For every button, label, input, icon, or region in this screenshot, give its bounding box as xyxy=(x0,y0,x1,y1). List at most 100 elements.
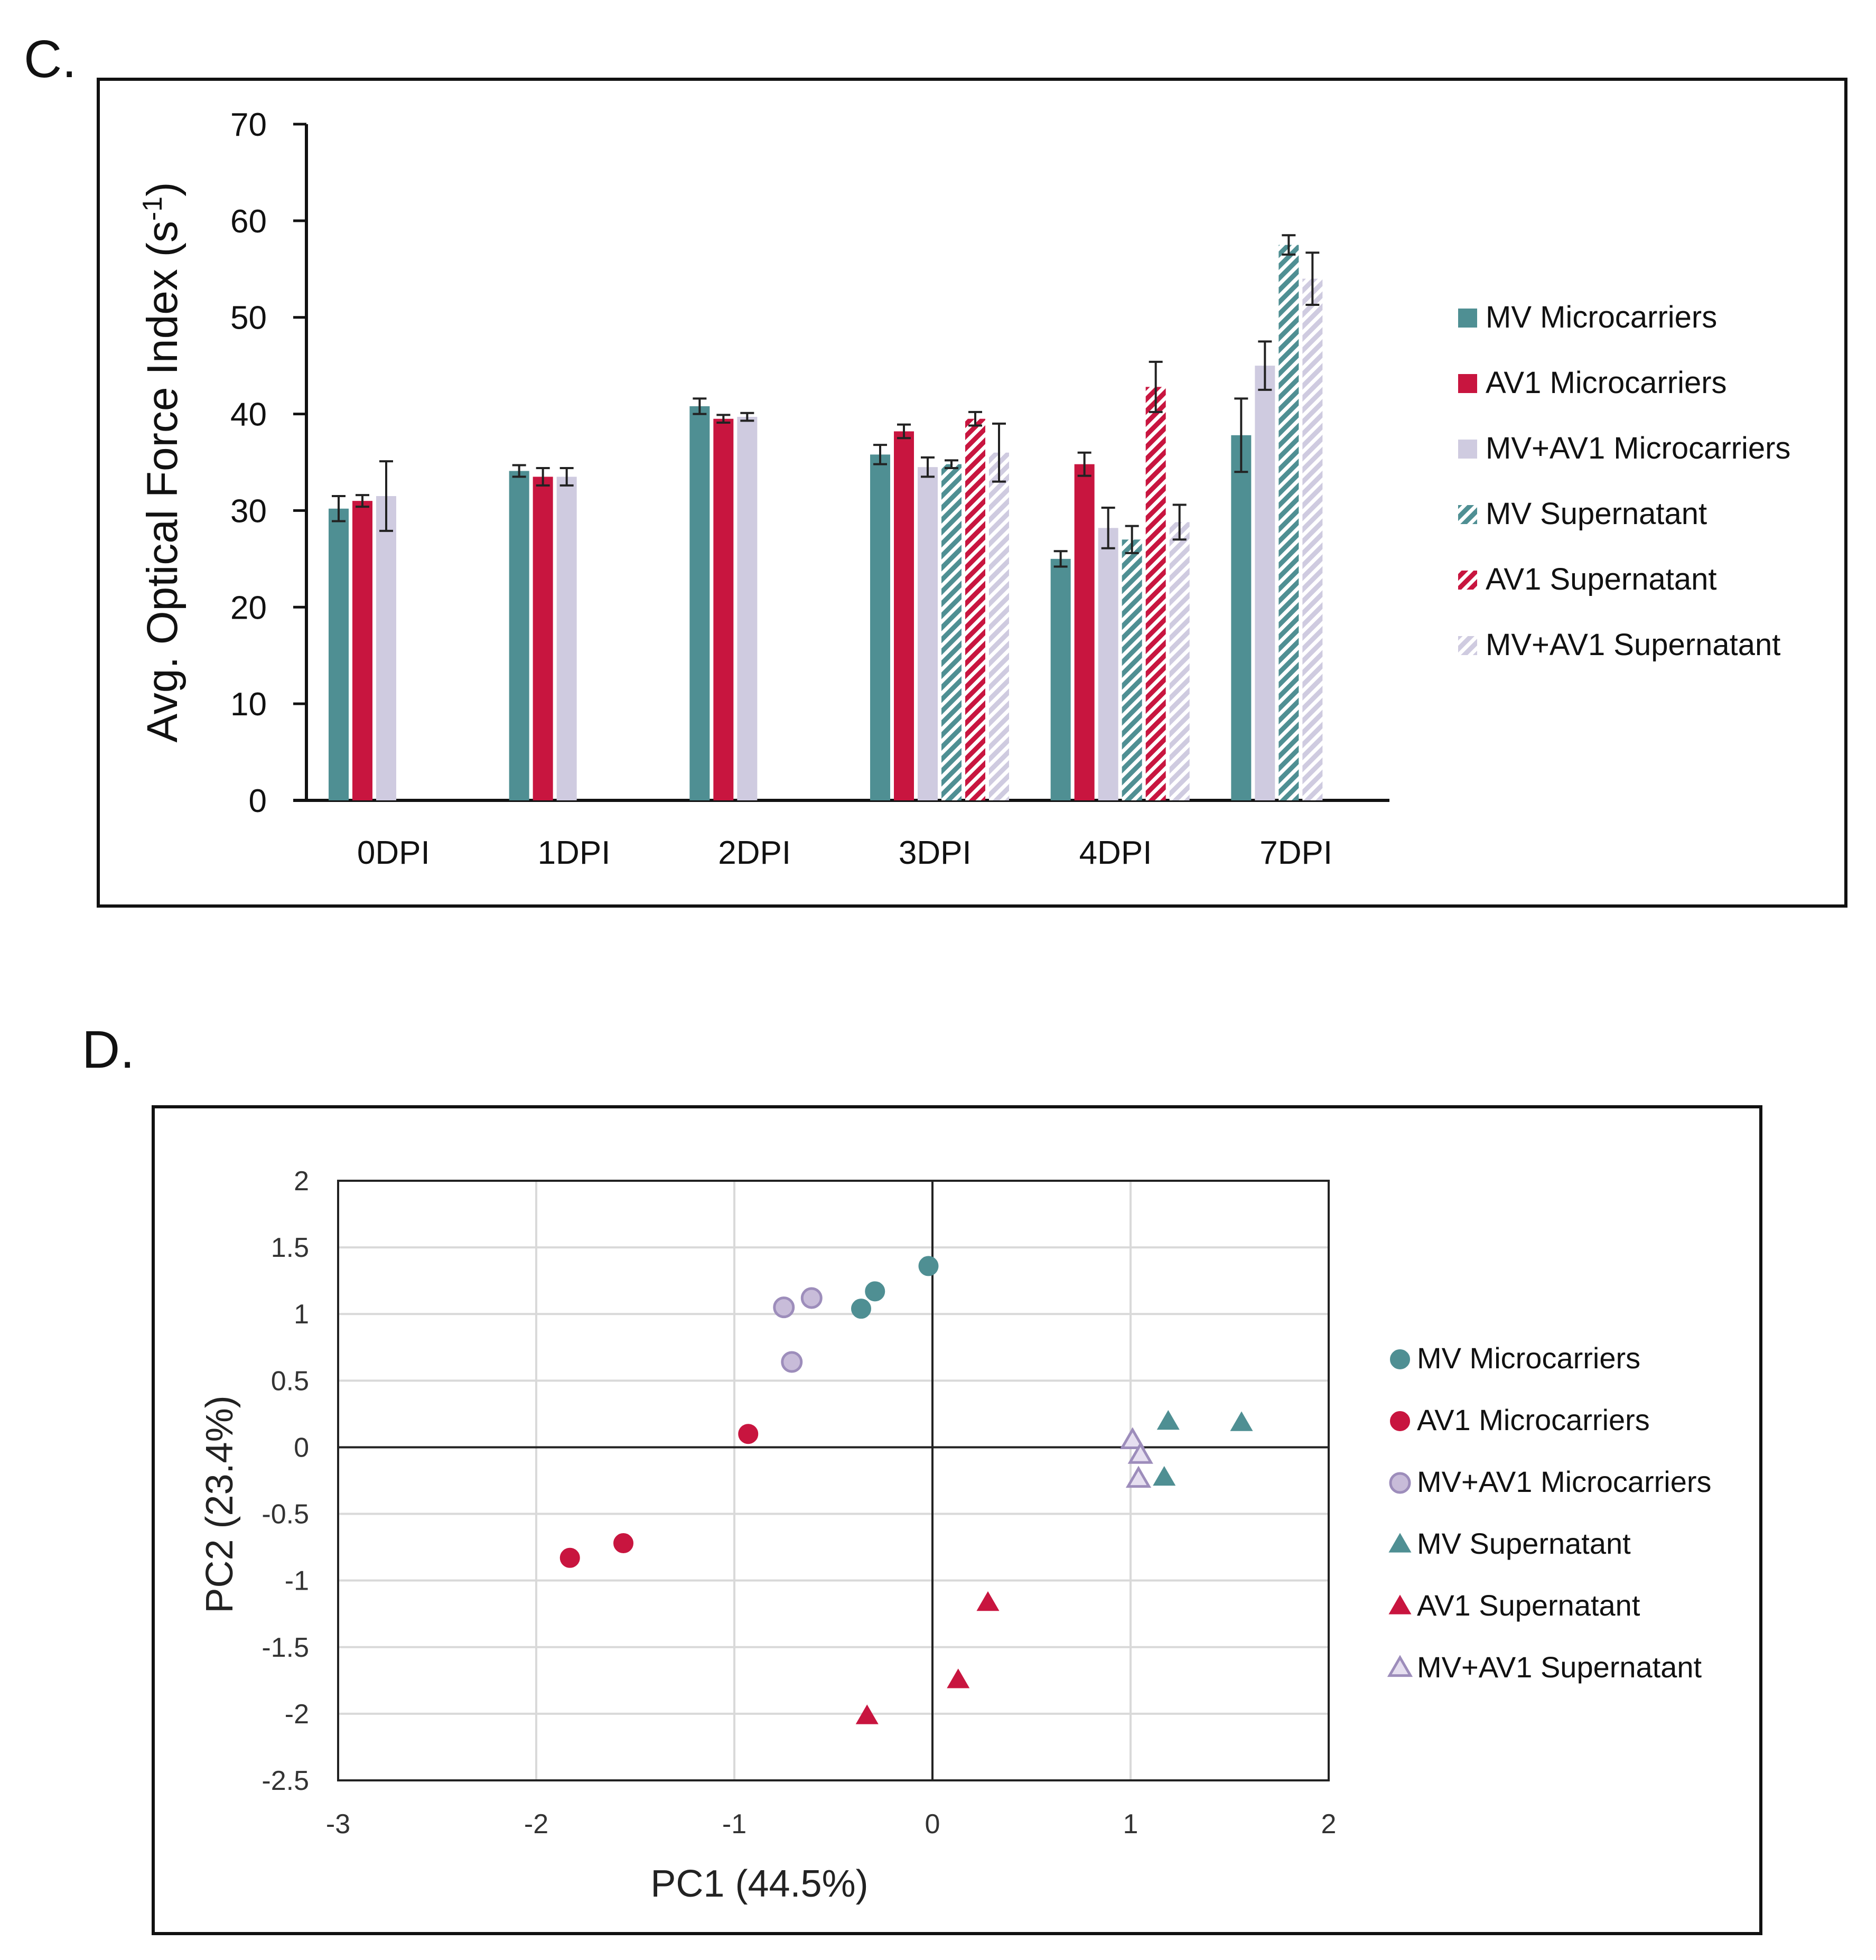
y-tick-label: -2.5 xyxy=(262,1766,309,1796)
y-tick-label: 0 xyxy=(249,783,267,819)
y-tick-label: 1.5 xyxy=(271,1233,309,1263)
legend-swatch xyxy=(1458,571,1477,590)
data-point xyxy=(1153,1466,1176,1486)
bar xyxy=(870,454,890,800)
legend-label: MV+AV1 Microcarriers xyxy=(1417,1465,1712,1498)
legend-marker xyxy=(1388,1594,1412,1614)
x-tick-label: -1 xyxy=(722,1809,746,1840)
y-tick-label: 20 xyxy=(230,590,267,626)
bar xyxy=(689,406,710,800)
data-point xyxy=(947,1668,970,1688)
data-point xyxy=(855,1704,879,1724)
panel-c-frame xyxy=(97,78,1847,908)
bar xyxy=(1122,539,1142,800)
x-tick-label: 0 xyxy=(925,1809,940,1840)
y-tick-label: 2 xyxy=(294,1166,309,1197)
data-point xyxy=(976,1591,1000,1611)
y-axis-label: PC2 (23.4%) xyxy=(199,1395,241,1613)
x-category-label: 0DPI xyxy=(357,835,430,871)
bar xyxy=(1098,528,1118,800)
panel-d-frame xyxy=(152,1105,1762,1935)
x-tick-label: 1 xyxy=(1123,1809,1138,1840)
data-point xyxy=(1119,1427,1145,1450)
legend-label: MV Supernatant xyxy=(1486,497,1707,531)
y-tick-label: 0.5 xyxy=(271,1366,309,1396)
data-point xyxy=(559,1547,580,1568)
legend-marker xyxy=(1387,1655,1413,1677)
x-category-label: 3DPI xyxy=(899,835,972,871)
x-axis-label: PC1 (44.5%) xyxy=(650,1863,868,1905)
y-tick-label: -1 xyxy=(285,1566,309,1597)
bar xyxy=(941,464,962,800)
x-category-label: 4DPI xyxy=(1079,835,1152,871)
x-tick-label: 2 xyxy=(1321,1809,1337,1840)
legend-label: AV1 Supernatant xyxy=(1417,1589,1640,1622)
legend-label: AV1 Supernatant xyxy=(1486,562,1716,596)
bar xyxy=(1278,245,1299,801)
legend-label: MV Supernatant xyxy=(1417,1527,1631,1560)
plot-area-border xyxy=(337,1180,1330,1781)
legend-label: AV1 Microcarriers xyxy=(1486,366,1727,400)
bar-chart: 0 10 20 30 40 50 60 70 Avg. Optical Force Index … xyxy=(97,78,1847,908)
data-point xyxy=(613,1533,633,1554)
y-tick-label: 70 xyxy=(230,107,267,143)
data-point xyxy=(1156,1410,1180,1430)
legend-marker xyxy=(1390,1349,1410,1369)
bar xyxy=(1302,278,1323,800)
x-tick-label: -2 xyxy=(524,1809,548,1840)
y-tick-label: 10 xyxy=(230,686,267,723)
bar xyxy=(1145,387,1166,800)
y-tick-label: -2 xyxy=(285,1699,309,1730)
legend-swatch xyxy=(1458,636,1477,655)
y-tick-label: 0 xyxy=(294,1432,309,1463)
legend-swatch xyxy=(1458,309,1477,328)
y-tick-label: 50 xyxy=(230,300,267,337)
bar xyxy=(918,467,938,800)
bar xyxy=(376,496,396,800)
data-point xyxy=(1127,1442,1153,1464)
y-tick-label: 40 xyxy=(230,397,267,433)
bar xyxy=(509,471,529,800)
panel-d-label: D. xyxy=(82,1020,135,1079)
legend-marker xyxy=(1390,1411,1410,1431)
legend-marker xyxy=(1389,1472,1411,1494)
bar xyxy=(713,418,734,800)
y-tick-label: 60 xyxy=(230,203,267,240)
bar xyxy=(1231,435,1252,800)
legend-label: MV+AV1 Supernatant xyxy=(1486,628,1780,662)
bar xyxy=(1050,558,1071,800)
bar xyxy=(989,452,1009,800)
x-tick-label: -3 xyxy=(326,1809,350,1840)
x-category-label: 7DPI xyxy=(1259,835,1332,871)
data-point xyxy=(800,1287,823,1309)
bar xyxy=(352,501,372,800)
legend-label: AV1 Microcarriers xyxy=(1417,1403,1650,1436)
legend-swatch xyxy=(1458,505,1477,524)
y-tick-label: 30 xyxy=(230,493,267,529)
legend-label: MV+AV1 Microcarriers xyxy=(1486,431,1790,465)
data-point xyxy=(773,1296,795,1319)
legend-swatch xyxy=(1458,440,1477,459)
data-point xyxy=(918,1256,939,1276)
bar xyxy=(533,477,553,800)
x-category-label: 2DPI xyxy=(718,835,791,871)
data-point xyxy=(851,1299,871,1319)
data-point xyxy=(738,1424,759,1444)
bar xyxy=(1255,366,1275,800)
x-category-label: 1DPI xyxy=(538,835,611,871)
bar xyxy=(556,477,577,800)
data-point xyxy=(865,1281,885,1302)
y-tick-label: -0.5 xyxy=(262,1499,309,1530)
legend-label: MV+AV1 Supernatant xyxy=(1417,1650,1702,1684)
panel-c-label: C. xyxy=(24,30,77,89)
bar xyxy=(329,508,349,800)
data-point xyxy=(1125,1466,1152,1488)
bar xyxy=(737,417,758,800)
bar xyxy=(965,418,985,800)
data-point xyxy=(781,1351,803,1373)
legend-label: MV Microcarriers xyxy=(1486,300,1717,334)
bar xyxy=(894,431,914,800)
legend-swatch xyxy=(1458,374,1477,393)
bar xyxy=(1074,464,1095,800)
data-point xyxy=(1230,1411,1253,1431)
